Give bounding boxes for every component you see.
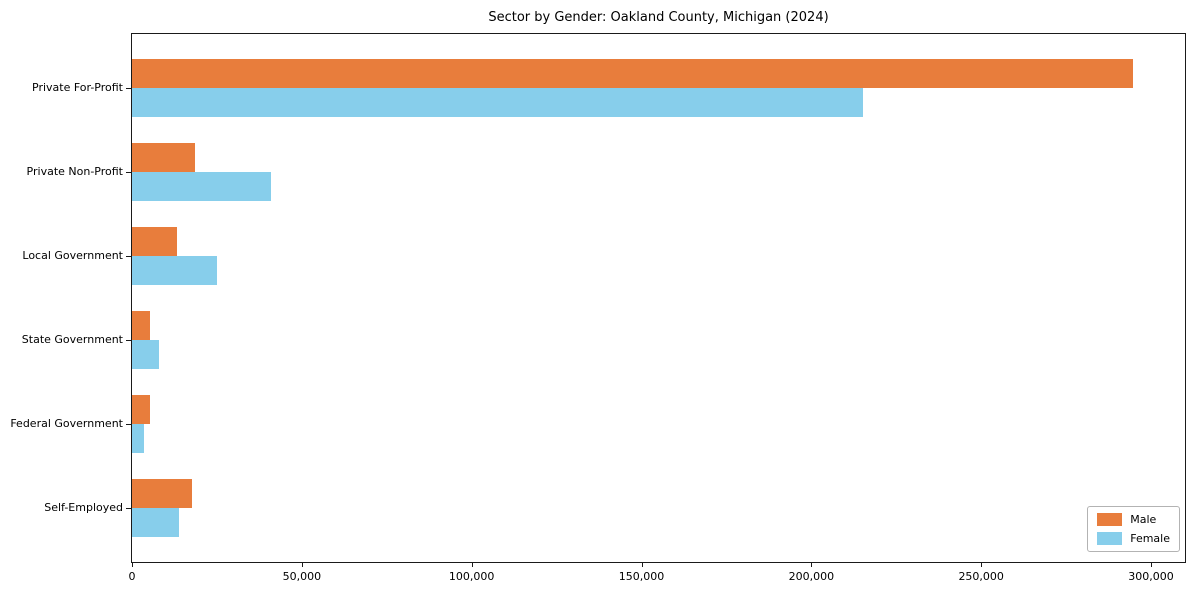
y-tick: [126, 340, 131, 341]
y-tick: [126, 424, 131, 425]
x-tick-label: 300,000: [1128, 570, 1174, 583]
male-series-swatch: [1097, 513, 1123, 526]
female-series-swatch: [1097, 532, 1123, 545]
bar-male-self-employed: [132, 479, 192, 508]
bar-male-private-for-profit: [132, 59, 1134, 88]
legend-label-male: Male: [1130, 513, 1157, 526]
y-tick: [126, 508, 131, 509]
y-tick-label: Self-Employed: [44, 501, 123, 514]
y-tick-label: State Government: [21, 333, 123, 346]
bar-female-state-government: [132, 340, 160, 369]
legend-label-female: Female: [1130, 532, 1170, 545]
x-tick: [301, 563, 303, 567]
y-tick-label: Private Non-Profit: [26, 165, 123, 178]
y-tick-label: Federal Government: [10, 417, 123, 430]
legend-entry-female: Female: [1097, 532, 1170, 545]
y-tick: [126, 88, 131, 89]
x-tick: [1151, 563, 1153, 567]
x-tick: [811, 563, 813, 567]
x-tick-label: 250,000: [958, 570, 1004, 583]
bar-female-self-employed: [132, 508, 179, 537]
x-tick: [641, 563, 643, 567]
bar-male-private-non-profit: [132, 143, 195, 172]
y-tick: [126, 172, 131, 173]
x-tick-label: 0: [128, 570, 136, 583]
bar-female-federal-government: [132, 424, 144, 453]
bar-male-state-government: [132, 311, 150, 340]
x-tick: [132, 563, 133, 567]
x-tick: [471, 563, 473, 567]
x-tick-label: 150,000: [618, 570, 665, 583]
bar-female-private-non-profit: [132, 172, 272, 201]
x-tick: [981, 563, 983, 567]
y-tick-label: Local Government: [22, 249, 123, 262]
legend: Male Female: [1087, 506, 1180, 552]
bar-female-local-government: [132, 256, 217, 285]
chart-title: Sector by Gender: Oakland County, Michig…: [488, 10, 829, 25]
plot-area: Male Female: [131, 33, 1186, 563]
bar-female-private-for-profit: [132, 88, 863, 117]
bar-male-federal-government: [132, 395, 150, 424]
legend-entry-male: Male: [1097, 513, 1170, 526]
x-tick-label: 50,000: [282, 570, 322, 583]
x-tick-label: 100,000: [448, 570, 495, 583]
y-tick: [126, 256, 131, 257]
x-tick-label: 200,000: [788, 570, 835, 583]
bar-male-local-government: [132, 227, 177, 256]
y-tick-label: Private For-Profit: [32, 81, 123, 94]
